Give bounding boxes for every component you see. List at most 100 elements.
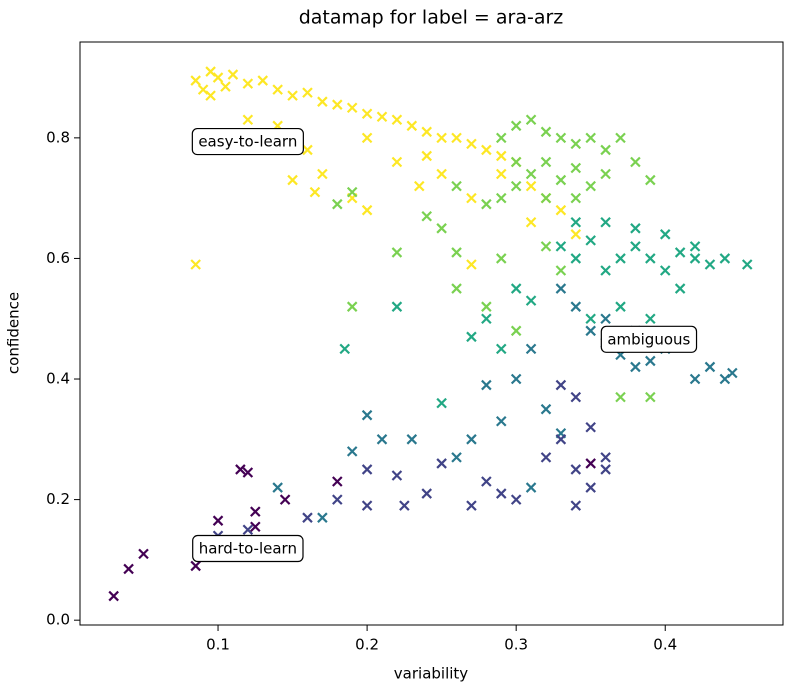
point xyxy=(615,301,626,312)
point xyxy=(235,464,246,475)
point xyxy=(346,186,358,198)
point xyxy=(555,283,567,294)
point xyxy=(570,391,582,403)
point xyxy=(361,108,373,120)
point xyxy=(659,265,671,276)
point xyxy=(510,120,522,132)
point xyxy=(257,75,269,86)
point xyxy=(510,180,522,192)
point xyxy=(510,373,522,385)
point xyxy=(451,247,462,258)
point xyxy=(689,253,701,264)
point xyxy=(272,84,283,95)
point xyxy=(436,132,447,144)
point xyxy=(570,216,582,228)
point xyxy=(585,458,596,469)
point xyxy=(525,180,537,192)
point xyxy=(413,180,425,192)
point xyxy=(361,204,373,216)
point xyxy=(585,421,596,433)
point xyxy=(361,500,373,511)
point xyxy=(466,259,477,270)
point xyxy=(361,464,373,475)
point xyxy=(481,144,492,156)
point xyxy=(555,241,567,252)
point xyxy=(250,521,261,533)
point xyxy=(570,464,582,475)
point xyxy=(540,452,552,463)
point xyxy=(436,397,447,409)
point xyxy=(525,114,537,126)
x-tick-label: 0.4 xyxy=(653,636,677,654)
point xyxy=(332,99,343,110)
point xyxy=(540,192,552,204)
point xyxy=(510,325,522,337)
point xyxy=(741,259,753,270)
point xyxy=(481,301,492,312)
point xyxy=(704,259,716,270)
point xyxy=(317,168,328,180)
point xyxy=(600,216,611,228)
point xyxy=(481,379,492,391)
point xyxy=(585,132,596,144)
point xyxy=(540,403,552,415)
y-tick-label: 0.6 xyxy=(46,249,70,267)
point xyxy=(570,301,582,312)
point xyxy=(615,253,626,264)
x-tick-label: 0.2 xyxy=(355,636,379,654)
point xyxy=(645,253,656,264)
point xyxy=(585,325,596,337)
point xyxy=(250,506,261,517)
annotation-box xyxy=(600,325,698,353)
point xyxy=(555,174,567,186)
point xyxy=(719,253,731,264)
point xyxy=(630,156,641,168)
point xyxy=(361,132,373,144)
point xyxy=(570,162,582,174)
annotations: easy-to-learn ambiguous hard-to-learn xyxy=(191,127,698,563)
point xyxy=(659,229,671,240)
point xyxy=(689,373,701,385)
point xyxy=(645,174,656,186)
y-axis-label: confidence xyxy=(5,292,23,374)
point xyxy=(674,247,686,258)
point xyxy=(555,265,567,276)
x-tick-label: 0.1 xyxy=(206,636,230,654)
point xyxy=(466,500,477,511)
plot-frame xyxy=(79,41,784,626)
point xyxy=(615,391,626,403)
point xyxy=(212,72,224,83)
point xyxy=(227,69,239,80)
y-tick-label: 0.8 xyxy=(46,128,70,146)
point xyxy=(645,313,656,325)
point xyxy=(332,494,343,505)
point xyxy=(540,241,552,252)
point xyxy=(287,90,298,101)
point xyxy=(205,90,216,101)
point xyxy=(436,168,447,180)
point xyxy=(555,204,567,216)
point xyxy=(242,78,254,89)
point xyxy=(302,144,313,156)
point xyxy=(242,467,254,478)
point xyxy=(190,75,201,86)
point xyxy=(421,126,433,138)
point xyxy=(466,138,477,150)
point xyxy=(495,343,507,355)
point xyxy=(220,81,231,92)
point xyxy=(391,247,403,258)
point xyxy=(421,150,433,162)
x-axis-label: variability xyxy=(394,665,469,683)
point xyxy=(585,235,596,246)
point xyxy=(108,590,119,602)
point xyxy=(376,111,388,123)
point xyxy=(525,216,537,228)
point xyxy=(674,283,686,294)
point xyxy=(466,192,477,204)
point xyxy=(727,367,738,379)
point xyxy=(481,476,492,487)
point xyxy=(451,452,462,463)
point xyxy=(600,464,611,475)
point xyxy=(466,434,477,445)
